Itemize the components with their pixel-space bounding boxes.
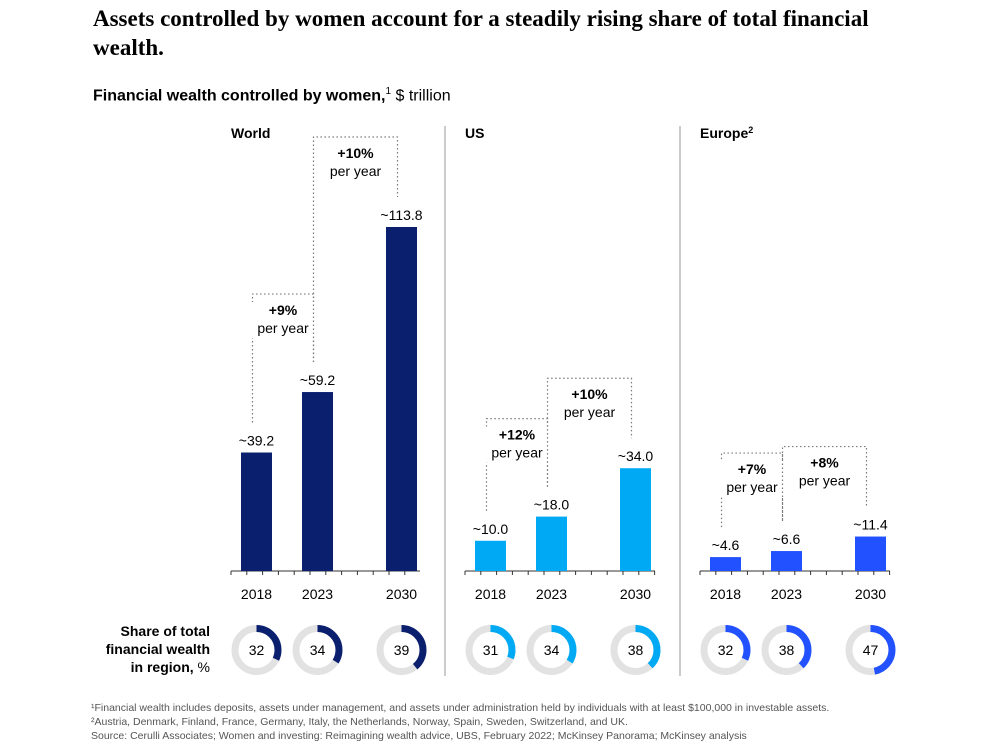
growth-period: per year	[257, 320, 309, 336]
tick-label: 2030	[855, 586, 886, 602]
source-note: Source: Cerulli Associates; Women and in…	[91, 730, 747, 742]
data-label: ~113.8	[380, 207, 422, 223]
share-donut-arc	[610, 625, 661, 675]
tick-label: 2030	[386, 586, 417, 602]
data-label: ~34.0	[618, 448, 654, 464]
growth-rate: +8%	[810, 455, 839, 471]
tick-label: 2023	[536, 586, 567, 602]
growth-rate: +9%	[269, 302, 298, 318]
footnote-2: ²Austria, Denmark, Finland, France, Germ…	[91, 716, 628, 728]
share-donut-arc	[526, 625, 577, 675]
growth-label-bg	[321, 145, 390, 181]
share-donut-arc	[376, 625, 427, 675]
bar-us-2018	[475, 540, 506, 571]
share-value: 38	[628, 642, 644, 658]
growth-label-bg	[555, 386, 624, 423]
bar-world-2023	[302, 392, 333, 571]
bar-world-2018	[241, 452, 272, 571]
data-label: ~10.0	[473, 521, 509, 537]
growth-period: per year	[726, 479, 778, 495]
share-value: 38	[779, 642, 795, 658]
data-label: ~11.4	[853, 517, 888, 533]
growth-rate: +7%	[738, 461, 767, 477]
subtitle-text: Financial wealth controlled by women,	[93, 87, 386, 105]
share-value: 32	[249, 642, 265, 658]
growth-bracket	[781, 445, 868, 522]
tick-label: 2023	[302, 586, 333, 602]
bar-us-2030	[620, 468, 651, 571]
growth-period: per year	[564, 404, 616, 420]
data-label: ~4.6	[712, 537, 740, 553]
growth-bracket	[312, 136, 399, 363]
share-value: 47	[863, 642, 879, 658]
share-label: Share of total financial wealth in regio…	[80, 622, 210, 676]
data-label: ~18.0	[534, 497, 570, 513]
bar-world-2030	[386, 227, 417, 571]
tick-label: 2030	[620, 586, 651, 602]
panel-title: World	[231, 125, 270, 141]
share-donut-arc	[465, 625, 516, 675]
growth-rate: +10%	[337, 145, 374, 161]
data-label: ~59.2	[300, 372, 336, 388]
share-value: 31	[483, 642, 499, 658]
panel-title: US	[465, 125, 484, 141]
share-donut-arc	[292, 625, 343, 675]
panel-title: Europe2	[700, 125, 753, 141]
share-donut-arc	[761, 625, 812, 675]
data-label: ~6.6	[773, 531, 801, 547]
share-value: 34	[310, 642, 326, 658]
growth-rate: +12%	[499, 427, 536, 443]
bar-chart: World ~39.2 2018 32 ~59.2 2023 34 ~113.8 2030 39 +…	[230, 125, 896, 676]
share-donut-arc	[845, 625, 896, 675]
bar-europe-2018	[710, 557, 741, 571]
data-label: ~39.2	[239, 433, 275, 449]
growth-label-bg	[483, 426, 551, 463]
chart-headline: Assets controlled by women account for a…	[93, 6, 869, 60]
share-value: 32	[718, 642, 734, 658]
growth-label-bg	[718, 461, 786, 498]
footnote-1: ¹Financial wealth includes deposits, ass…	[91, 702, 830, 714]
footnote-marker: 1	[385, 86, 392, 97]
footnotes: ¹Financial wealth includes deposits, ass…	[91, 701, 971, 743]
share-label-line: financial wealth	[105, 641, 210, 657]
growth-period: per year	[491, 445, 543, 461]
growth-period: per year	[799, 473, 851, 489]
share-label-line: Share of total	[120, 623, 210, 639]
bar-us-2023	[536, 516, 567, 571]
subtitle-unit: $ trillion	[391, 87, 451, 105]
share-value: 39	[394, 642, 410, 658]
tick-label: 2023	[771, 586, 802, 602]
chart-subtitle: Financial wealth controlled by women,1 $…	[93, 86, 451, 105]
share-donut-arc	[700, 625, 751, 675]
bar-europe-2023	[771, 551, 802, 571]
growth-label-bg	[249, 302, 317, 339]
tick-label: 2018	[710, 586, 741, 602]
growth-rate: +10%	[571, 386, 608, 402]
share-label-line: in region, %	[130, 659, 210, 675]
share-donut-arc	[231, 625, 282, 675]
tick-label: 2018	[241, 586, 272, 602]
growth-period: per year	[330, 163, 382, 179]
growth-bracket	[251, 293, 315, 423]
bar-europe-2030	[855, 536, 886, 571]
tick-label: 2018	[475, 586, 506, 602]
growth-label-bg	[790, 454, 859, 491]
share-value: 34	[544, 642, 560, 658]
